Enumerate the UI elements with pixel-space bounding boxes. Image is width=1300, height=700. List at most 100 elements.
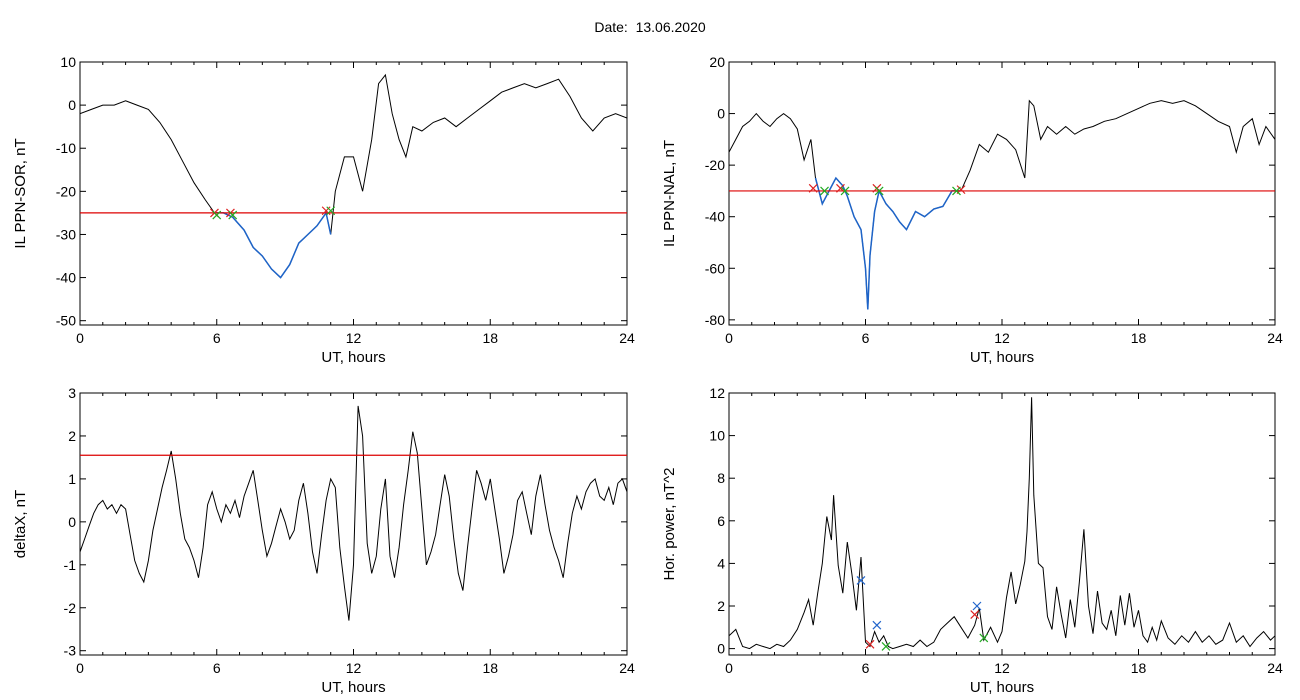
y-tick-label: 2 [68, 428, 76, 444]
marker-red [865, 639, 875, 649]
series-line [80, 73, 627, 279]
marker-green [840, 186, 850, 196]
y-tick-label: 10 [60, 54, 76, 70]
marker-stroke [865, 639, 875, 649]
x-tick-label: 12 [346, 660, 362, 676]
x-tick-label: 6 [213, 660, 221, 676]
x-axis-label: UT, hours [321, 679, 385, 696]
y-tick-label: -20 [705, 157, 725, 173]
x-tick-label: 24 [619, 330, 635, 346]
x-tick-label: 6 [862, 660, 870, 676]
plot-frame [728, 61, 1276, 326]
y-tick-label: 6 [717, 513, 725, 529]
y-tick-label: 4 [717, 555, 725, 571]
x-tick-label: 24 [1267, 330, 1283, 346]
x-axis-label: UT, hours [970, 349, 1034, 366]
plot-frame [728, 392, 1276, 656]
x-tick-label: 0 [725, 660, 733, 676]
x-tick-label: 0 [725, 330, 733, 346]
marker-stroke [972, 601, 982, 611]
marker-stroke [856, 576, 866, 585]
marker-stroke [979, 633, 989, 643]
y-tick-label: -30 [56, 226, 76, 242]
x-tick-label: 12 [994, 660, 1010, 676]
marker-green [326, 206, 336, 216]
x-tick-label: 18 [1131, 660, 1147, 676]
marker-green [874, 186, 884, 196]
marker-stroke [881, 642, 891, 651]
chart-panel-4: 0 6 12 18 24 12 10 8 6 4 2 0 UT, hours Hor. power, nT… [661, 385, 1283, 696]
x-tick-label: 18 [1131, 330, 1147, 346]
y-tick-label: -40 [705, 209, 725, 225]
marker-red [836, 183, 845, 193]
y-tick-label: 0 [717, 106, 725, 122]
y-tick-label: -3 [64, 643, 77, 659]
x-tick-label: 6 [213, 330, 221, 346]
chart-panel-2: 0 6 12 18 24 20 0 -20 -40 -60 -80 UT, hours IL PPN-N… [661, 54, 1283, 366]
marker-green [979, 633, 989, 643]
date-title: Date: 13.06.2020 [594, 19, 706, 35]
x-tick-label: 12 [994, 330, 1010, 346]
x-tick-label: 24 [1267, 660, 1283, 676]
y-tick-label: -10 [56, 140, 76, 156]
marker-green [820, 186, 829, 196]
y-axis-label: IL PPN-SOR, nT [12, 138, 29, 248]
y-axis-label: IL PPN-NAL, nT [661, 140, 678, 247]
marker-stroke [872, 620, 882, 630]
marker-green [212, 210, 222, 220]
series-line [729, 99, 1275, 310]
marker-green [952, 186, 961, 196]
y-tick-label: -50 [56, 313, 76, 329]
y-tick-label: 8 [717, 470, 725, 486]
marker-stroke [836, 183, 845, 193]
x-tick-label: 6 [862, 330, 870, 346]
plot-frame [79, 61, 628, 326]
series-line [729, 397, 1275, 650]
marker-stroke [326, 206, 336, 216]
marker-stroke [874, 186, 884, 196]
x-axis-label: UT, hours [321, 349, 385, 366]
chart-panel-3: 0 6 12 18 24 3 2 1 0 -1 -2 -3 UT, hours deltaX, nT [12, 385, 635, 696]
y-tick-label: 20 [709, 54, 725, 70]
y-tick-label: 0 [717, 641, 725, 657]
marker-green [228, 210, 238, 220]
y-tick-label: 2 [717, 598, 725, 614]
y-tick-label: 10 [709, 428, 725, 444]
plot-frame [79, 392, 628, 656]
marker-stroke [840, 186, 850, 196]
chart-panel-1: 0 6 12 18 24 10 0 -10 -20 -30 -40 -50 UT, hours IL PP… [12, 54, 635, 366]
y-tick-label: -2 [64, 600, 77, 616]
y-tick-label: -80 [705, 312, 725, 328]
y-tick-label: -20 [56, 183, 76, 199]
marker-blue [872, 620, 882, 630]
x-tick-label: 0 [76, 330, 84, 346]
marker-stroke [970, 610, 980, 619]
x-tick-label: 18 [482, 330, 498, 346]
x-tick-label: 24 [619, 660, 635, 676]
y-tick-label: -60 [705, 260, 725, 276]
y-tick-label: 12 [709, 385, 725, 401]
marker-blue [972, 601, 982, 611]
y-tick-label: 0 [68, 97, 76, 113]
marker-stroke [820, 186, 829, 196]
marker-stroke [808, 183, 818, 193]
x-tick-label: 18 [482, 660, 498, 676]
highlight-segment [214, 211, 332, 279]
y-axis-label: deltaX, nT [12, 490, 29, 558]
marker-green [881, 642, 891, 651]
y-tick-label: -1 [64, 557, 77, 573]
x-axis-label: UT, hours [970, 679, 1034, 696]
highlight-segment [814, 176, 961, 310]
marker-blue [856, 576, 866, 585]
marker-red [808, 183, 818, 193]
y-axis-label: Hor. power, nT^2 [661, 468, 678, 581]
marker-stroke [228, 210, 238, 220]
y-tick-label: 3 [68, 385, 76, 401]
x-tick-label: 0 [76, 660, 84, 676]
x-tick-label: 12 [346, 330, 362, 346]
marker-red [970, 610, 980, 619]
y-tick-label: 0 [68, 514, 76, 530]
y-tick-label: -40 [56, 270, 76, 286]
